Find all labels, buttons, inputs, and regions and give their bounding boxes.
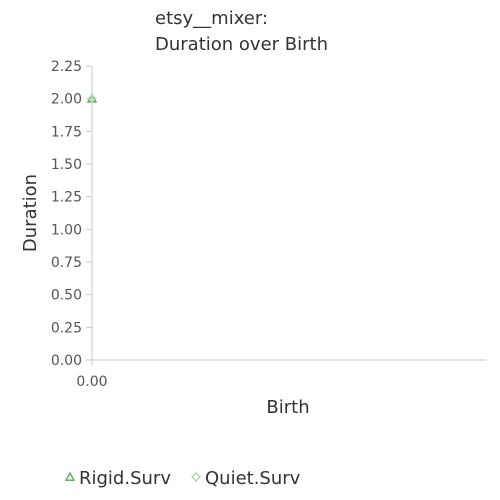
legend-item: Rigid.Surv [64, 468, 171, 489]
legend: Rigid.Surv Quiet.Surv [64, 468, 301, 489]
legend-diamond-icon [191, 472, 201, 482]
chart-title-line-2: Duration over Birth [155, 34, 328, 55]
y-tick-label: 0.50 [51, 288, 82, 304]
y-tick-label: 1.00 [51, 222, 82, 238]
y-axis-title: Duration [20, 174, 41, 252]
y-tick-label: 1.50 [51, 157, 82, 173]
y-axis: 0.00 0.25 0.50 0.75 1.00 1.25 1.50 1.75 2.00 2.25 [51, 59, 93, 369]
y-tick-label: 0.75 [51, 255, 82, 271]
chart-title-line-1: etsy__mixer: [155, 8, 268, 29]
legend-label: Quiet.Surv [205, 468, 301, 489]
legend-triangle-icon [64, 471, 76, 481]
data-points [86, 93, 98, 104]
x-axis: 0.00 [76, 359, 486, 390]
y-tick-label: 2.00 [51, 92, 82, 108]
y-tick-label: 0.00 [51, 353, 82, 369]
legend-item: Quiet.Surv [191, 468, 301, 489]
data-point-quiet-surv [87, 94, 97, 104]
x-axis-title: Birth [266, 397, 309, 418]
y-tick-label: 2.25 [51, 59, 82, 75]
y-tick-label: 1.75 [51, 124, 82, 140]
chart-title: etsy__mixer: Duration over Birth [155, 8, 328, 55]
y-tick-label: 0.25 [51, 320, 82, 336]
legend-label: Rigid.Surv [79, 468, 171, 489]
y-tick-label: 1.25 [51, 190, 82, 206]
x-tick-label: 0.00 [76, 374, 107, 390]
